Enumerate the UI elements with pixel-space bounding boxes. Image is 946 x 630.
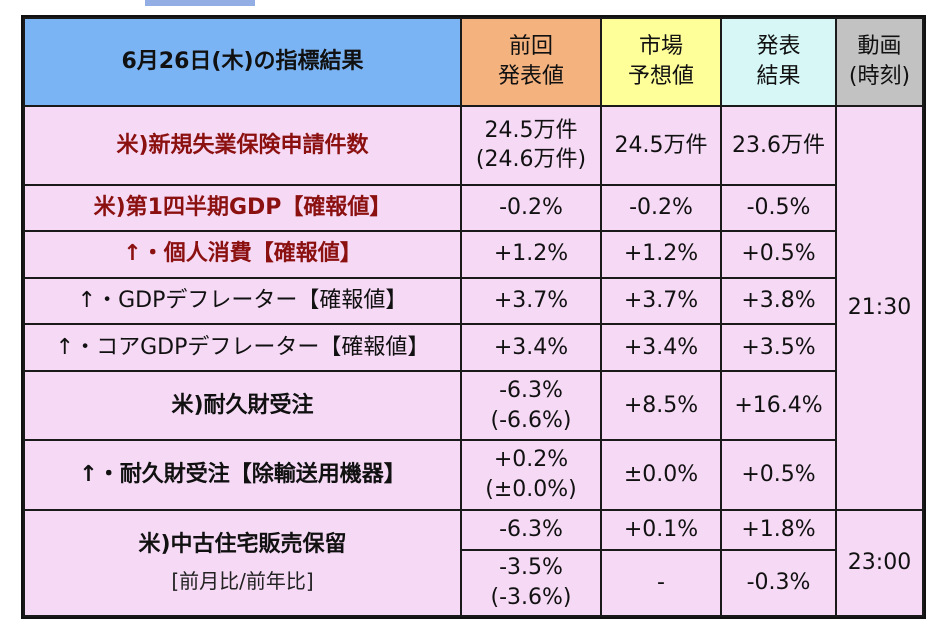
top-decoration-line bbox=[145, 0, 255, 6]
table-row: 米)中古住宅販売保留 [前月比/前年比] -6.3% +0.1% +1.8% 2… bbox=[23, 508, 924, 618]
forecast-value: +8.5% bbox=[600, 370, 722, 442]
forecast-value: +0.1% bbox=[600, 508, 722, 551]
indicator-name: 米)中古住宅販売保留 [前月比/前年比] bbox=[23, 508, 462, 618]
table-row: ↑・耐久財受注【除輸送用機器】 +0.2% (±0.0%) ±0.0% +0.5% bbox=[23, 439, 923, 511]
forecast-value: - bbox=[600, 548, 722, 618]
result-value: +3.5% bbox=[720, 322, 837, 373]
previous-value: -0.2% bbox=[460, 183, 602, 232]
indicator-results-table: 6月26日(木)の指標結果 前回 発表値 市場 予想値 発表 結果 動画 (時刻) 米)… bbox=[23, 16, 924, 618]
previous-value: -6.3% (-6.6%) bbox=[460, 370, 602, 442]
header-row: 6月26日(木)の指標結果 前回 発表値 市場 予想値 発表 結果 動画 (時刻) bbox=[23, 16, 924, 108]
result-value: +16.4% bbox=[720, 370, 837, 442]
header-previous: 前回 発表値 bbox=[460, 16, 602, 108]
result-value: -0.3% bbox=[720, 548, 837, 618]
indicator-name: ↑・GDPデフレーター【確報値】 bbox=[23, 276, 462, 325]
table-row: ↑・コアGDPデフレーター【確報値】 +3.4% +3.4% +3.5% bbox=[23, 322, 923, 373]
header-time: 動画 (時刻) bbox=[835, 16, 924, 108]
result-value: +0.5% bbox=[720, 229, 837, 279]
result-value: +3.8% bbox=[720, 276, 837, 325]
header-result: 発表 結果 bbox=[720, 16, 837, 108]
previous-value: +3.4% bbox=[460, 322, 602, 373]
table-row: -3.5% (-3.6%) - -0.3% bbox=[24, 548, 923, 618]
previous-value: -6.3% bbox=[460, 508, 602, 551]
indicator-name: ↑・耐久財受注【除輸送用機器】 bbox=[23, 439, 462, 511]
header-forecast: 市場 予想値 bbox=[600, 16, 722, 108]
table-row: ↑・個人消費【確報値】 +1.2% +1.2% +0.5% bbox=[23, 229, 923, 279]
release-time-2300: 23:00 bbox=[835, 508, 924, 618]
forecast-value: +3.7% bbox=[600, 276, 722, 325]
indicator-name: 米)耐久財受注 bbox=[23, 370, 462, 442]
indicator-name: 米)第1四半期GDP【確報値】 bbox=[23, 183, 462, 232]
previous-value: +0.2% (±0.0%) bbox=[460, 439, 602, 511]
result-value: +0.5% bbox=[720, 439, 837, 511]
table-title: 6月26日(木)の指標結果 bbox=[23, 16, 462, 108]
table-row: 米)第1四半期GDP【確報値】 -0.2% -0.2% -0.5% bbox=[23, 183, 923, 232]
table-row: ↑・GDPデフレーター【確報値】 +3.7% +3.7% +3.8% bbox=[23, 276, 923, 325]
forecast-value: -0.2% bbox=[600, 183, 722, 232]
previous-value: +1.2% bbox=[460, 229, 602, 279]
table-row: 米)耐久財受注 -6.3% (-6.6%) +8.5% +16.4% bbox=[23, 370, 923, 442]
result-value: -0.5% bbox=[720, 183, 837, 232]
forecast-value: +1.2% bbox=[600, 229, 722, 279]
previous-value: -3.5% (-3.6%) bbox=[460, 548, 602, 618]
previous-value: 24.5万件 (24.6万件) bbox=[460, 105, 602, 186]
indicator-subtitle: [前月比/前年比] bbox=[171, 569, 314, 594]
forecast-value: ±0.0% bbox=[600, 439, 722, 511]
result-value: +1.8% bbox=[720, 508, 837, 551]
release-time-2130: 21:30 bbox=[835, 105, 924, 511]
forecast-value: +3.4% bbox=[600, 322, 722, 373]
forecast-value: 24.5万件 bbox=[600, 105, 722, 186]
indicator-name: ↑・コアGDPデフレーター【確報値】 bbox=[23, 322, 462, 373]
previous-value: +3.7% bbox=[460, 276, 602, 325]
indicator-name: ↑・個人消費【確報値】 bbox=[23, 229, 462, 279]
result-value: 23.6万件 bbox=[720, 105, 837, 186]
table-row: 米)新規失業保険申請件数 24.5万件 (24.6万件) 24.5万件 23.6万… bbox=[23, 105, 924, 511]
indicator-name: 米)新規失業保険申請件数 bbox=[23, 105, 462, 186]
